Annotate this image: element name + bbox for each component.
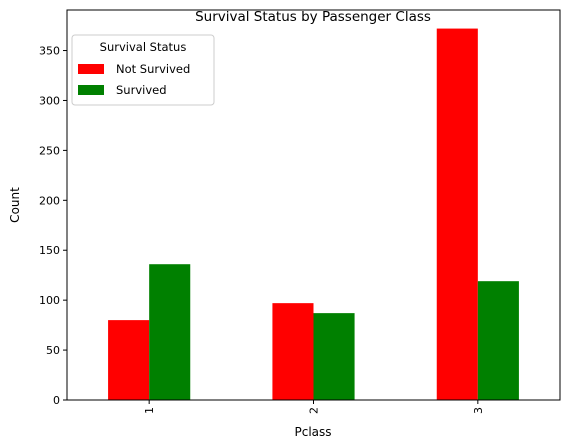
legend: Survival Status Not Survived Survived [71, 34, 215, 106]
x-tick-label: 3 [472, 407, 485, 414]
bar-survived-class-2 [313, 313, 355, 400]
y-axis-label: Count [8, 187, 22, 223]
chart-title: Survival Status by Passenger Class [195, 9, 431, 25]
y-tick-label: 300 [39, 94, 60, 107]
y-tick-label: 350 [39, 45, 60, 58]
legend-title: Survival Status [100, 40, 187, 54]
x-axis: 1 2 3 [143, 400, 485, 414]
legend-label-not-survived: Not Survived [116, 62, 190, 76]
bars-group [108, 28, 519, 400]
y-tick-label: 50 [46, 344, 60, 357]
bar-not-survived-class-3 [436, 28, 478, 400]
legend-label-survived: Survived [116, 83, 167, 97]
y-axis: 0 50 100 150 200 250 300 350 [39, 45, 67, 407]
x-tick-label: 2 [308, 407, 321, 414]
y-tick-label: 150 [39, 244, 60, 257]
y-tick-label: 100 [39, 294, 60, 307]
legend-swatch-survived [78, 85, 104, 95]
y-tick-label: 0 [53, 394, 60, 407]
x-axis-label: Pclass [294, 425, 331, 439]
bar-survived-class-3 [477, 281, 519, 400]
y-tick-label: 250 [39, 144, 60, 157]
bar-not-survived-class-2 [272, 303, 314, 400]
y-tick-label: 200 [39, 194, 60, 207]
bar-not-survived-class-1 [108, 320, 150, 400]
legend-frame [71, 34, 215, 106]
bar-survived-class-1 [149, 264, 191, 400]
x-tick-label: 1 [143, 407, 156, 414]
legend-swatch-not-survived [78, 64, 104, 74]
